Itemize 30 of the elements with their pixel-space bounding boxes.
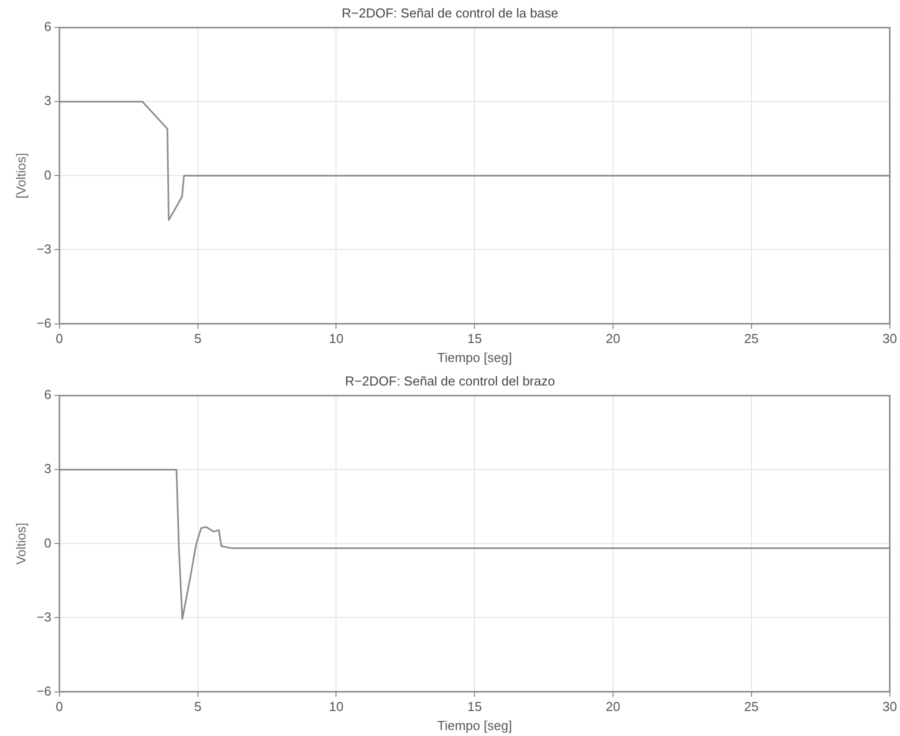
y-tick-label: −6 [36,315,52,330]
y-tick-label: 6 [44,387,52,402]
x-tick-label: 25 [744,331,759,346]
y-axis-title: [Voltios] [13,152,28,198]
x-tick-label: 15 [467,699,482,714]
x-tick-label: 20 [606,331,620,346]
x-tick-label: 10 [328,699,344,714]
y-tick-label: 0 [44,167,52,182]
y-axis-title: Voltios] [13,522,28,565]
y-tick-label: 6 [44,19,52,34]
x-tick-label: 5 [194,331,202,346]
x-axis-title: Tiempo [seg] [437,350,512,365]
x-axis-title: Tiempo [seg] [437,718,512,733]
x-tick-label: 0 [56,699,64,714]
x-tick-label: 20 [606,699,620,714]
y-tick-label: 3 [44,93,52,108]
x-tick-label: 30 [882,331,898,346]
x-tick-label: 10 [328,331,344,346]
x-tick-label: 5 [194,699,202,714]
y-tick-label: −3 [36,241,52,256]
chart-title: R−2DOF: Señal de control del brazo [345,373,555,388]
x-tick-label: 25 [744,699,759,714]
x-tick-label: 15 [467,331,482,346]
y-tick-label: 3 [44,461,52,476]
y-tick-label: 0 [44,535,52,550]
x-tick-label: 30 [882,699,898,714]
y-tick-label: −3 [36,609,52,624]
chart-title: R−2DOF: Señal de control de la base [342,5,558,20]
y-tick-label: −6 [36,683,52,698]
x-tick-label: 0 [56,331,64,346]
